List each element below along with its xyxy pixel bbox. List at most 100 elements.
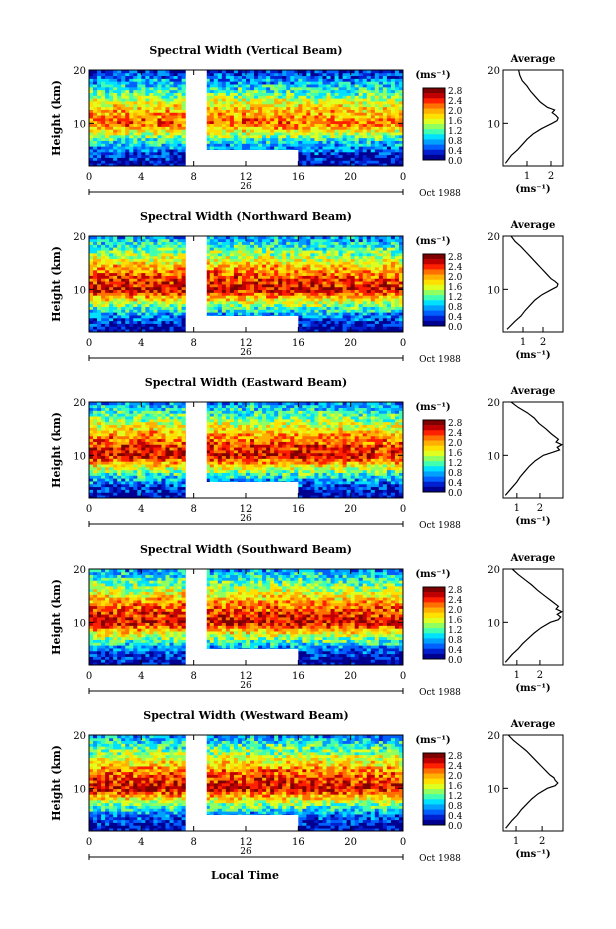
heatmap-cell [346, 272, 352, 276]
heatmap-cell [334, 261, 339, 265]
heatmap-cell [217, 236, 223, 240]
heatmap-cell [209, 236, 215, 240]
heatmap-cell [350, 151, 356, 156]
heatmap-cell [378, 120, 384, 125]
heatmap-cell [145, 323, 150, 327]
heatmap-cell [221, 275, 227, 279]
heatmap-cell [282, 115, 287, 119]
heatmap-cell [302, 70, 307, 74]
heatmap-cell [157, 269, 162, 274]
heatmap-cell [89, 129, 94, 133]
heatmap-cell [318, 98, 323, 102]
heatmap-cell [342, 300, 348, 305]
heatmap-cell [282, 295, 287, 299]
heatmap-cell [302, 275, 307, 279]
heatmap-cell [145, 103, 150, 108]
heatmap-cell [149, 317, 154, 322]
heatmap-cell [145, 250, 150, 254]
heatmap-cell [338, 295, 344, 299]
heatmap-cell [225, 78, 231, 82]
heatmap-cell [274, 275, 279, 279]
heatmap-cell [250, 137, 255, 141]
heatmap-cell [294, 140, 299, 144]
heatmap-cell [233, 112, 239, 116]
heatmap-cell [246, 103, 251, 108]
heatmap-cell [258, 115, 263, 119]
heatmap-cell [165, 84, 170, 88]
heatmap-cell [141, 309, 146, 313]
heatmap-cell [290, 289, 295, 293]
heatmap-cell [181, 241, 187, 245]
heatmap-cell [398, 137, 404, 141]
heatmap-cell [294, 284, 299, 288]
heatmap-cell [181, 261, 187, 265]
heatmap-cell [358, 118, 364, 122]
heatmap-cell [322, 132, 327, 136]
heatmap-cell [330, 329, 335, 333]
heatmap-cell [330, 109, 335, 113]
heatmap-cell [229, 306, 235, 310]
heatmap-cell [109, 118, 114, 122]
heatmap-cell [217, 101, 223, 105]
heatmap-cell [274, 261, 279, 265]
heatmap-cell [125, 261, 130, 265]
heatmap-cell [221, 89, 227, 93]
heatmap-cell [318, 258, 323, 262]
heatmap-cell [290, 284, 295, 288]
heatmap-cell [237, 236, 243, 240]
heatmap-cell [282, 298, 287, 302]
heatmap-cell [294, 134, 299, 139]
heatmap-cell [205, 281, 211, 285]
heatmap-cell [241, 250, 247, 254]
heatmap-cell [157, 132, 162, 136]
heatmap-cell [342, 306, 348, 310]
heatmap-cell [390, 115, 396, 119]
heatmap-cell [354, 281, 360, 285]
heatmap-cell [390, 109, 396, 113]
heatmap-cell [302, 140, 307, 144]
heatmap-cell [266, 238, 271, 243]
heatmap-cell [133, 154, 138, 158]
heatmap-cell [290, 303, 295, 307]
heatmap-cell [322, 157, 327, 161]
heatmap-cell [157, 292, 162, 296]
heatmap-cell [302, 244, 307, 248]
heatmap-cell [350, 98, 356, 102]
heatmap-cell [262, 126, 267, 130]
heatmap-cell [149, 236, 154, 240]
heatmap-cell [181, 300, 187, 305]
heatmap-cell [290, 312, 295, 316]
heatmap-cell [310, 160, 315, 164]
heatmap-cell [153, 244, 158, 248]
heatmap-cell [237, 106, 243, 110]
heatmap-cell [330, 106, 335, 110]
heatmap-cell [153, 160, 158, 164]
heatmap-cell [229, 247, 235, 251]
heatmap-cell [241, 146, 247, 150]
heatmap-cell [225, 238, 231, 243]
heatmap-cell [386, 101, 392, 105]
heatmap-cell [89, 306, 94, 310]
heatmap-cell [177, 300, 182, 305]
heatmap-cell [153, 89, 158, 93]
heatmap-cell [262, 84, 267, 88]
heatmap-cell [298, 101, 303, 105]
heatmap-cell [153, 140, 158, 144]
heatmap-cell [302, 84, 307, 88]
heatmap-cell [165, 115, 170, 119]
heatmap-cell [141, 247, 146, 251]
heatmap-cell [125, 244, 130, 248]
heatmap-cell [113, 306, 118, 310]
heatmap-cell [350, 306, 356, 310]
heatmap-cell [326, 312, 331, 316]
heatmap-cell [382, 137, 388, 141]
heatmap-cell [213, 250, 219, 254]
heatmap-cell [302, 284, 307, 288]
heatmap-cell [237, 70, 243, 74]
heatmap-cell [274, 258, 279, 262]
heatmap-cell [314, 126, 319, 130]
heatmap-cell [390, 134, 396, 139]
heatmap-cell [306, 241, 311, 245]
heatmap-cell [258, 134, 263, 139]
heatmap-cell [302, 269, 307, 274]
